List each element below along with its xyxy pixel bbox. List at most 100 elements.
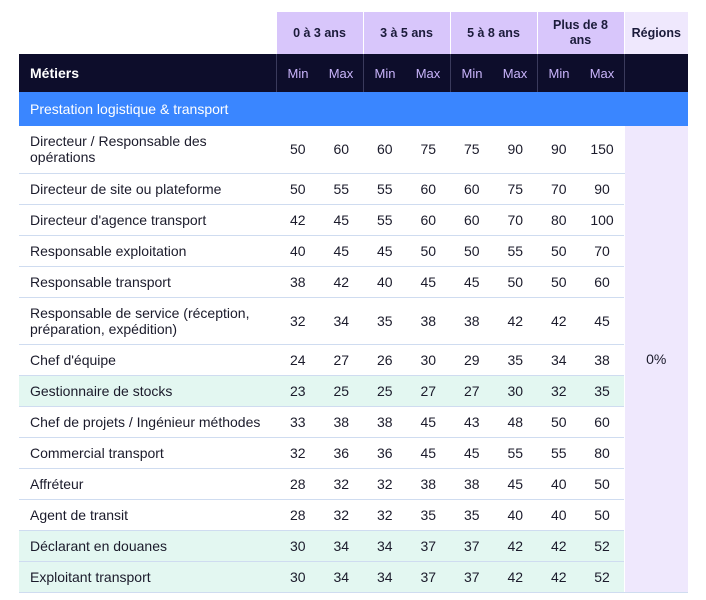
min-header: Min — [536, 54, 581, 92]
max-value-cell: 100 — [580, 204, 624, 236]
max-value-cell: 42 — [319, 266, 363, 298]
min-value-cell: 34 — [363, 561, 407, 593]
regions-value: 0% — [623, 126, 688, 593]
min-value-cell: 23 — [276, 375, 320, 407]
min-value-cell: 50 — [276, 173, 320, 205]
min-value-cell: 26 — [363, 344, 407, 376]
min-value-cell: 40 — [363, 266, 407, 298]
min-value-cell: 40 — [276, 235, 320, 267]
min-value-cell: 34 — [537, 344, 581, 376]
max-value-cell: 45 — [580, 297, 624, 345]
table-row: Directeur de site ou plateforme 50 55 55 60 6… — [19, 173, 688, 205]
table-row: Responsable de service (réception, prépa… — [19, 297, 688, 345]
min-value-cell: 32 — [363, 499, 407, 531]
min-value-cell: 28 — [276, 499, 320, 531]
min-value-cell: 27 — [450, 375, 494, 407]
max-value-cell: 45 — [406, 406, 450, 438]
max-value-cell: 50 — [580, 499, 624, 531]
max-value-cell: 27 — [319, 344, 363, 376]
metier-label: Directeur de site ou plateforme — [19, 173, 276, 205]
max-value-cell: 75 — [406, 126, 450, 174]
table-row: Agent de transit 28 32 32 35 35 40 40 50 — [19, 499, 688, 531]
min-value-cell: 33 — [276, 406, 320, 438]
max-value-cell: 60 — [319, 126, 363, 174]
metiers-header: Métiers — [19, 54, 276, 92]
min-value-cell: 35 — [450, 499, 494, 531]
metier-label: Agent de transit — [19, 499, 276, 531]
min-value-cell: 34 — [363, 530, 407, 562]
max-value-cell: 32 — [319, 499, 363, 531]
min-max-header-row: Métiers Min Max Min Max Min Max Min Max — [19, 54, 688, 92]
max-value-cell: 45 — [493, 468, 537, 500]
min-value-cell: 38 — [363, 406, 407, 438]
table-row: Directeur / Responsable des opérations 50… — [19, 126, 688, 593]
min-value-cell: 37 — [450, 530, 494, 562]
table-row: Exploitant transport 30 34 34 37 37 42 42 52 — [19, 561, 688, 593]
metier-label: Affréteur — [19, 468, 276, 500]
min-value-cell: 55 — [363, 204, 407, 236]
experience-header-row: 0 à 3 ans 3 à 5 ans 5 à 8 ans Plus de 8 … — [19, 12, 688, 54]
max-value-cell: 75 — [493, 173, 537, 205]
min-value-cell: 45 — [450, 266, 494, 298]
table-row: Chef de projets / Ingénieur méthodes 33 38… — [19, 406, 688, 438]
min-value-cell: 90 — [537, 126, 581, 174]
period-header: Plus de 8 ans — [536, 12, 624, 54]
max-value-cell: 30 — [406, 344, 450, 376]
max-value-cell: 42 — [493, 297, 537, 345]
min-value-cell: 42 — [276, 204, 320, 236]
min-value-cell: 38 — [276, 266, 320, 298]
min-value-cell: 35 — [363, 297, 407, 345]
min-value-cell: 30 — [276, 561, 320, 593]
max-value-cell: 37 — [406, 530, 450, 562]
min-value-cell: 38 — [450, 468, 494, 500]
min-value-cell: 38 — [450, 297, 494, 345]
header-blank-cell — [19, 12, 276, 54]
max-value-cell: 34 — [319, 297, 363, 345]
min-value-cell: 29 — [450, 344, 494, 376]
max-value-cell: 50 — [493, 266, 537, 298]
max-value-cell: 27 — [406, 375, 450, 407]
max-value-cell: 55 — [319, 173, 363, 205]
max-header: Max — [406, 54, 450, 92]
max-value-cell: 37 — [406, 561, 450, 593]
max-value-cell: 52 — [580, 561, 624, 593]
min-value-cell: 60 — [450, 204, 494, 236]
max-value-cell: 48 — [493, 406, 537, 438]
min-value-cell: 40 — [537, 499, 581, 531]
min-value-cell: 60 — [363, 126, 407, 174]
table-row: Chef d'équipe 24 27 26 30 29 35 34 38 — [19, 344, 688, 376]
max-value-cell: 45 — [406, 266, 450, 298]
min-value-cell: 42 — [537, 297, 581, 345]
metier-label: Responsable exploitation — [19, 235, 276, 267]
max-value-cell: 60 — [406, 204, 450, 236]
max-value-cell: 60 — [406, 173, 450, 205]
max-value-cell: 35 — [580, 375, 624, 407]
min-value-cell: 45 — [450, 437, 494, 469]
max-value-cell: 34 — [319, 561, 363, 593]
max-header: Max — [493, 54, 537, 92]
max-value-cell: 38 — [406, 297, 450, 345]
min-value-cell: 32 — [276, 297, 320, 345]
min-value-cell: 50 — [450, 235, 494, 267]
max-value-cell: 45 — [319, 235, 363, 267]
min-value-cell: 36 — [363, 437, 407, 469]
max-value-cell: 38 — [406, 468, 450, 500]
min-value-cell: 50 — [276, 126, 320, 174]
table-row: Directeur d'agence transport 42 45 55 60 60 70… — [19, 204, 688, 236]
max-value-cell: 50 — [406, 235, 450, 267]
max-value-cell: 45 — [406, 437, 450, 469]
min-header: Min — [362, 54, 407, 92]
max-value-cell: 60 — [580, 406, 624, 438]
max-value-cell: 30 — [493, 375, 537, 407]
min-value-cell: 25 — [363, 375, 407, 407]
period-header: 0 à 3 ans — [275, 12, 363, 54]
max-value-cell: 35 — [493, 344, 537, 376]
min-value-cell: 70 — [537, 173, 581, 205]
table-row: Déclarant en douanes 30 34 34 37 37 42 42 52 — [19, 530, 688, 562]
max-value-cell: 80 — [580, 437, 624, 469]
min-value-cell: 32 — [276, 437, 320, 469]
metier-label: Directeur d'agence transport — [19, 204, 276, 236]
max-value-cell: 42 — [493, 530, 537, 562]
min-value-cell: 32 — [537, 375, 581, 407]
